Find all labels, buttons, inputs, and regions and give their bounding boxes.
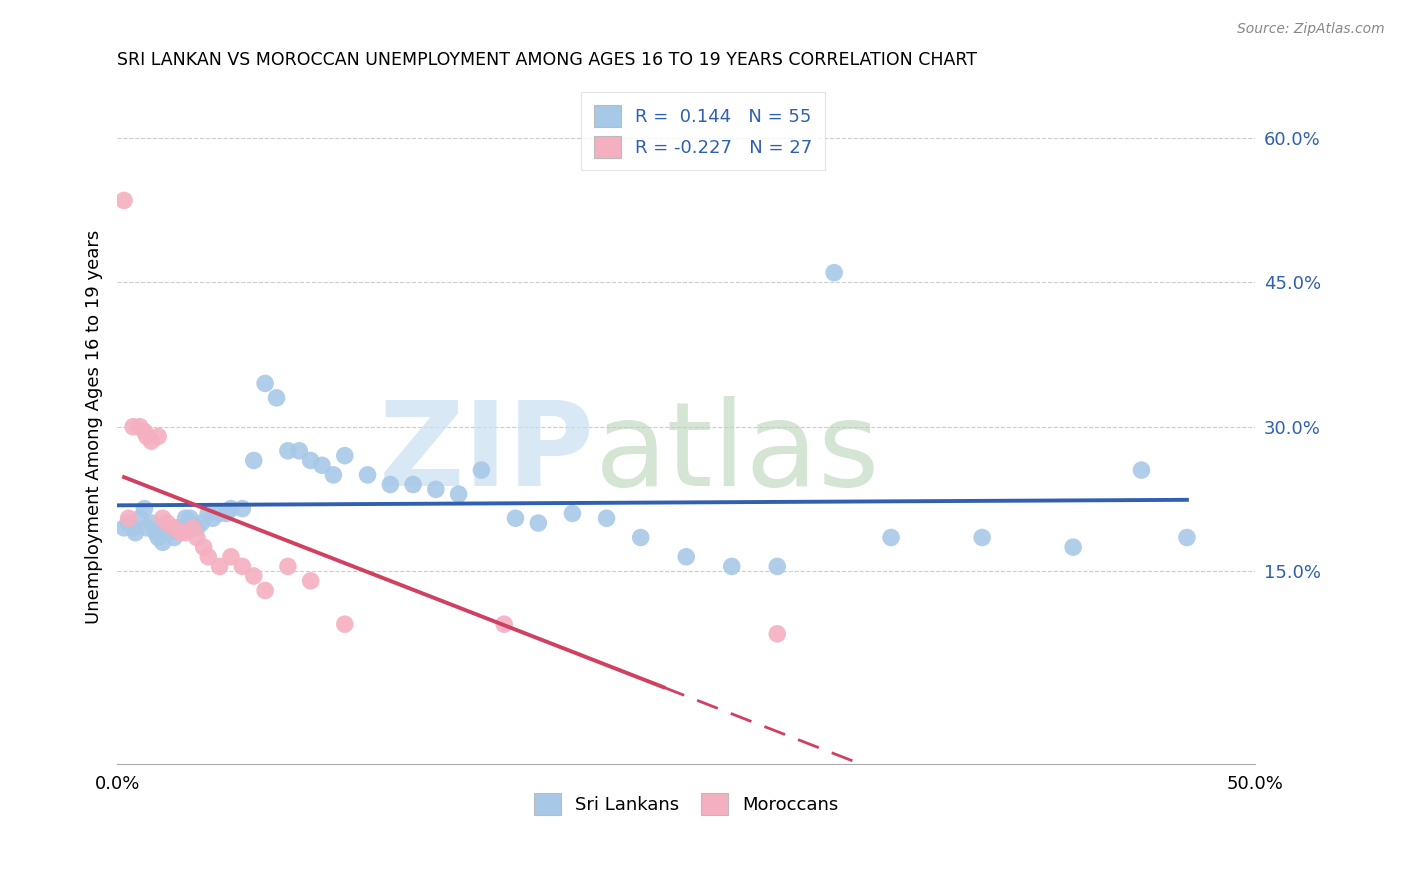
Point: [122, 521, 145, 535]
Point: [156, 516, 179, 530]
Point: [141, 434, 163, 449]
Point: [122, 419, 145, 434]
Text: Source: ZipAtlas.com: Source: ZipAtlas.com: [1237, 22, 1385, 37]
Point: [299, 574, 322, 588]
Point: [277, 443, 299, 458]
Point: [208, 507, 231, 521]
Point: [174, 511, 197, 525]
Point: [134, 501, 156, 516]
Point: [117, 511, 139, 525]
Point: [152, 511, 174, 525]
Point: [527, 516, 550, 530]
Point: [402, 477, 425, 491]
Point: [219, 501, 242, 516]
Point: [197, 507, 219, 521]
Point: [181, 521, 204, 535]
Point: [146, 531, 169, 545]
Point: [208, 559, 231, 574]
Point: [266, 391, 288, 405]
Point: [288, 443, 311, 458]
Point: [163, 521, 186, 535]
Point: [163, 531, 186, 545]
Point: [135, 521, 157, 535]
Point: [561, 507, 583, 521]
Point: [159, 525, 181, 540]
Point: [333, 449, 356, 463]
Point: [972, 531, 994, 545]
Point: [179, 511, 201, 525]
Point: [193, 540, 215, 554]
Point: [146, 429, 169, 443]
Point: [880, 531, 903, 545]
Point: [129, 419, 152, 434]
Point: [124, 525, 146, 540]
Point: [197, 549, 219, 564]
Point: [630, 531, 652, 545]
Point: [215, 507, 238, 521]
Point: [425, 483, 447, 497]
Text: atlas: atlas: [595, 396, 880, 511]
Point: [675, 549, 697, 564]
Point: [470, 463, 492, 477]
Point: [254, 583, 277, 598]
Point: [447, 487, 470, 501]
Point: [112, 194, 135, 208]
Point: [766, 559, 789, 574]
Point: [129, 511, 152, 525]
Point: [170, 521, 193, 535]
Point: [186, 531, 208, 545]
Point: [170, 525, 193, 540]
Point: [190, 516, 212, 530]
Point: [380, 477, 402, 491]
Y-axis label: Unemployment Among Ages 16 to 19 years: Unemployment Among Ages 16 to 19 years: [86, 229, 103, 624]
Legend: Sri Lankans, Moroccans: Sri Lankans, Moroccans: [526, 786, 846, 822]
Point: [174, 525, 197, 540]
Point: [277, 559, 299, 574]
Point: [117, 516, 139, 530]
Point: [134, 425, 156, 439]
Point: [311, 458, 333, 473]
Point: [231, 501, 253, 516]
Point: [242, 453, 264, 467]
Point: [152, 535, 174, 549]
Point: [1130, 463, 1153, 477]
Point: [1175, 531, 1198, 545]
Point: [356, 467, 378, 482]
Point: [494, 617, 516, 632]
Point: [201, 511, 224, 525]
Point: [595, 511, 617, 525]
Point: [112, 521, 135, 535]
Point: [231, 559, 253, 574]
Point: [505, 511, 527, 525]
Point: [141, 516, 163, 530]
Point: [156, 521, 179, 535]
Point: [242, 569, 264, 583]
Point: [167, 521, 190, 535]
Text: SRI LANKAN VS MOROCCAN UNEMPLOYMENT AMONG AGES 16 TO 19 YEARS CORRELATION CHART: SRI LANKAN VS MOROCCAN UNEMPLOYMENT AMON…: [117, 51, 977, 69]
Point: [823, 266, 845, 280]
Point: [254, 376, 277, 391]
Point: [333, 617, 356, 632]
Point: [1062, 540, 1084, 554]
Point: [219, 549, 242, 564]
Point: [322, 467, 344, 482]
Point: [145, 525, 167, 540]
Point: [720, 559, 742, 574]
Point: [135, 429, 157, 443]
Point: [766, 627, 789, 641]
Point: [299, 453, 322, 467]
Text: ZIP: ZIP: [380, 396, 595, 511]
Point: [186, 521, 208, 535]
